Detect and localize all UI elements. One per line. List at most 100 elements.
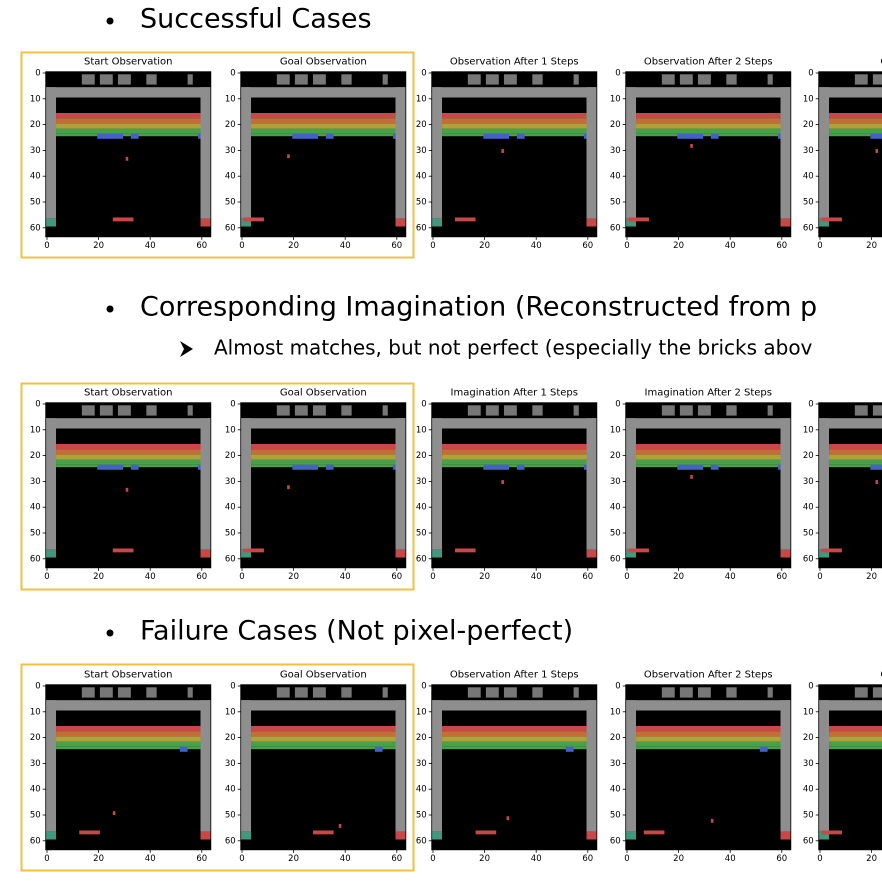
side-wall: [625, 700, 637, 832]
y-tick-label: 60: [30, 223, 41, 233]
brick-row: [829, 118, 882, 124]
score-digit: [767, 687, 773, 698]
side-wall: [431, 418, 443, 550]
ball: [690, 474, 693, 479]
plot-frame: [431, 71, 598, 238]
y-tick-label: 0: [230, 682, 235, 692]
game-frame: [45, 71, 212, 238]
wall-bottom: [431, 549, 443, 558]
x-tick-label: 40: [725, 572, 736, 582]
ball: [875, 480, 879, 484]
score-digit: [341, 74, 352, 85]
ball: [287, 154, 290, 159]
plot-frame: [45, 402, 212, 569]
top-wall: [431, 87, 597, 98]
x-tick-label: 40: [145, 241, 156, 251]
y-tick-label: 50: [225, 198, 236, 208]
brick-row: [56, 133, 201, 137]
brick-row: [636, 118, 781, 124]
score-digit: [312, 687, 326, 698]
ball: [338, 824, 342, 828]
x-tick-label: 60: [391, 572, 402, 582]
score-digit: [276, 74, 290, 85]
brick-row: [829, 443, 882, 450]
brick-row: [56, 736, 201, 742]
y-tick-label: 50: [30, 198, 41, 208]
plot-frame: [240, 684, 407, 851]
brick-row: [829, 725, 882, 732]
brick: [516, 133, 525, 139]
score-digit: [294, 687, 308, 698]
x-tick-label: 60: [391, 241, 402, 251]
brick: [870, 133, 882, 139]
y-tick-label: 20: [30, 120, 41, 130]
y-tick-label: 40: [30, 503, 41, 513]
x-tick-label: 0: [430, 572, 435, 582]
y-tick-label: 40: [610, 503, 621, 513]
brick-row: [56, 725, 201, 732]
y-tick-label: 0: [421, 400, 426, 410]
frame-background: [625, 402, 791, 568]
x-tick-label: 60: [391, 854, 402, 864]
y-tick-label: 10: [610, 707, 621, 717]
score-digit: [146, 405, 157, 416]
game-frame: [431, 684, 598, 851]
score-digit: [872, 405, 882, 416]
brick-row: [829, 123, 882, 129]
y-tick-label: 40: [225, 503, 236, 513]
brick-row: [442, 443, 587, 450]
frame-background: [818, 684, 882, 850]
side-wall: [45, 700, 57, 832]
y-tick-label: 0: [421, 682, 426, 692]
game-frame: [818, 684, 882, 851]
brick: [777, 133, 781, 139]
y-tick-label: 50: [803, 198, 814, 208]
y-tick-label: 30: [610, 759, 621, 769]
brick-row: [442, 731, 587, 737]
x-tick-label: 60: [776, 854, 787, 864]
brick: [197, 133, 201, 139]
panel-title: Imagination After 1 Steps: [451, 388, 578, 399]
y-tick-label: 10: [803, 425, 814, 435]
y-tick-label: 0: [615, 400, 620, 410]
side-wall: [200, 418, 211, 550]
y-tick-label: 20: [803, 733, 814, 743]
frame-background: [45, 402, 211, 568]
panel-title: Goal Observation: [280, 57, 367, 68]
y-tick-label: 30: [225, 477, 236, 487]
x-tick-label: 60: [582, 854, 593, 864]
brick-row: [56, 128, 201, 134]
brick: [197, 464, 201, 470]
side-wall: [395, 87, 406, 219]
brick-row: [442, 128, 587, 134]
brick-row: [636, 746, 781, 750]
score-digit: [854, 687, 868, 698]
frame-background: [431, 71, 597, 237]
y-tick-label: 50: [30, 529, 41, 539]
brick-row: [829, 464, 882, 468]
side-wall: [240, 700, 252, 832]
plot-frame: [45, 71, 212, 238]
plot-frame: [45, 684, 212, 851]
score-digit: [532, 74, 543, 85]
brick-row: [56, 449, 201, 455]
x-tick-label: 0: [430, 854, 435, 864]
y-tick-label: 10: [225, 707, 236, 717]
brick-row: [251, 128, 396, 134]
x-tick-label: 20: [288, 572, 299, 582]
brick: [583, 133, 587, 139]
y-tick-label: 20: [610, 733, 621, 743]
x-tick-label: 20: [288, 241, 299, 251]
y-tick-label: 60: [30, 554, 41, 564]
brick: [292, 464, 319, 470]
highlight-box: [20, 51, 415, 259]
y-tick-label: 20: [225, 451, 236, 461]
y-tick-label: 20: [610, 451, 621, 461]
y-tick-label: 0: [230, 400, 235, 410]
score-digit: [312, 405, 326, 416]
bullet: [106, 17, 114, 25]
panel-title: Observation After 2 Steps: [644, 670, 773, 681]
score-digit: [276, 405, 290, 416]
brick-row: [829, 454, 882, 460]
brick: [710, 464, 719, 470]
